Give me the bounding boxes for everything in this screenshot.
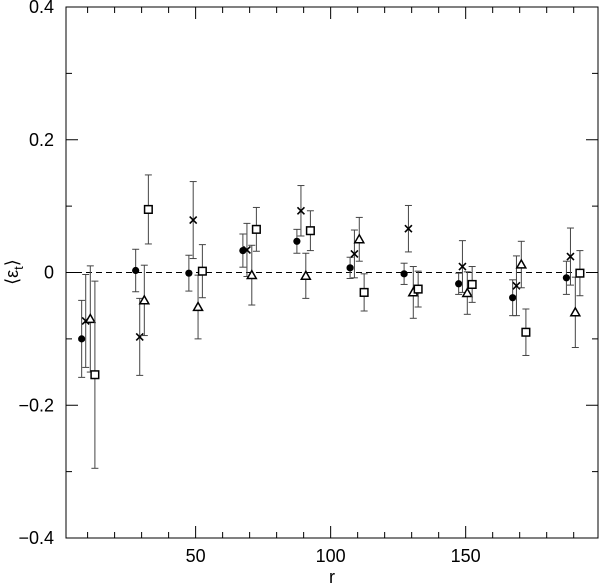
data-point-circle: [78, 335, 86, 343]
data-point-cross: [566, 252, 575, 261]
data-point-circle: [132, 266, 140, 275]
y-axis-label-subscript: t: [11, 266, 26, 270]
y-axis-label-main: ⟨ε: [2, 270, 22, 285]
data-point-square: [90, 370, 100, 380]
data-point-circle: [346, 264, 354, 272]
data-point-cross: [189, 215, 198, 225]
x-tick-label: 150: [451, 546, 481, 566]
series-cross: [81, 181, 575, 376]
axis-tick-labels: 50 100 150 −0.4 −0.2 0 0.2 0.4: [18, 0, 480, 566]
data-point-square: [467, 279, 477, 289]
data-point-triangle: [84, 312, 97, 324]
data-point-square: [251, 224, 261, 234]
data-point-cross: [296, 206, 306, 215]
y-tick-label: 0.4: [29, 0, 54, 17]
y-tick-label: 0.2: [29, 130, 54, 150]
data-point-triangle: [353, 233, 366, 244]
data-point-triangle: [300, 269, 312, 280]
x-axis-label: r: [329, 567, 335, 585]
data-point-triangle: [138, 294, 151, 305]
data-point-square: [143, 204, 153, 214]
y-tick-label: 0: [44, 263, 54, 283]
x-tick-label: 50: [186, 546, 206, 566]
data-point-triangle: [461, 287, 474, 298]
data-point-cross: [404, 224, 413, 233]
y-axis-label-close: ⟩: [2, 259, 22, 266]
series-open-square: [90, 174, 585, 469]
data-point-circle: [185, 269, 193, 277]
data-point-circle: [455, 280, 463, 288]
data-point-cross: [350, 249, 359, 258]
data-point-triangle: [569, 306, 582, 317]
y-tick-label: −0.2: [18, 395, 54, 415]
data-point-square: [413, 284, 423, 294]
data-point-cross: [135, 332, 144, 341]
y-tick-label: −0.4: [18, 528, 54, 548]
data-point-cross: [242, 245, 251, 254]
data-point-square: [359, 287, 369, 297]
data-point-circle: [400, 270, 408, 278]
series-filled-circle: [78, 228, 571, 378]
data-point-triangle: [515, 258, 528, 269]
data-point-square: [521, 327, 531, 337]
data-point-triangle: [192, 301, 204, 312]
data-point-circle: [562, 274, 571, 282]
data-point-square: [197, 266, 207, 276]
data-point-circle: [509, 294, 517, 302]
data-point-square: [575, 268, 585, 278]
series-open-triangle: [84, 216, 582, 373]
x-tick-label: 100: [316, 546, 346, 566]
y-axis-label: ⟨εt⟩: [2, 259, 26, 285]
data-point-cross: [458, 262, 467, 271]
data-point-triangle: [246, 269, 258, 280]
data-point-square: [305, 226, 315, 236]
data-series: [78, 174, 585, 469]
data-point-circle: [293, 237, 301, 245]
